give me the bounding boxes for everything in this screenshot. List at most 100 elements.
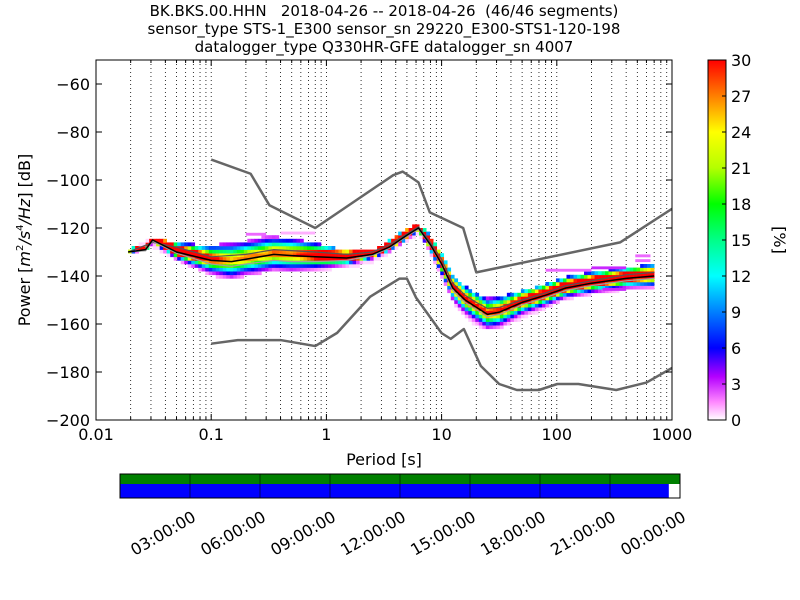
psd-bin	[464, 303, 469, 308]
psd-bin	[373, 256, 378, 261]
psd-bin	[299, 256, 304, 261]
psd-bin	[208, 246, 213, 250]
psd-bin	[384, 253, 388, 258]
psd-bin	[513, 318, 518, 322]
psd-bin	[513, 314, 518, 319]
psd-bin	[612, 267, 616, 272]
coverage-psd-strip	[120, 484, 669, 498]
psd-bin	[208, 256, 213, 261]
psd-bin	[306, 264, 311, 268]
psd-bin	[292, 260, 297, 265]
psd-bin	[587, 274, 592, 279]
psd-bin	[349, 256, 353, 261]
psd-bin	[510, 300, 515, 304]
psd-bin	[520, 303, 525, 308]
psd-bin	[236, 267, 241, 272]
psd-bin	[233, 249, 238, 254]
psd-bin	[496, 318, 501, 322]
psd-bin	[510, 303, 515, 308]
psd-bin	[296, 242, 301, 247]
psd-bin	[541, 292, 546, 297]
psd-bin	[545, 303, 550, 308]
colorbar-tick-label: 18	[731, 195, 751, 214]
psd-bin	[538, 285, 543, 290]
psd-bin	[573, 274, 578, 279]
psd-bin	[271, 260, 276, 265]
psd-bin	[170, 246, 175, 250]
psd-bin	[412, 235, 416, 240]
psd-bin	[527, 307, 532, 312]
psd-bin	[201, 267, 206, 272]
psd-bin	[429, 238, 434, 243]
psd-bin	[264, 260, 269, 265]
psd-bin	[622, 271, 627, 276]
psd-bin	[342, 264, 346, 268]
psd-bin	[633, 267, 637, 272]
psd-bin	[198, 249, 203, 254]
psd-bin	[643, 282, 648, 286]
psd-bin	[471, 292, 476, 297]
psd-bin	[229, 242, 234, 247]
psd-bin	[187, 246, 192, 250]
psd-bin	[534, 300, 539, 304]
psd-bin	[601, 285, 606, 290]
psd-bin	[296, 253, 301, 258]
psd-bin	[201, 264, 206, 268]
psd-bin	[215, 267, 220, 272]
coverage-time-label: 03:00:00	[127, 507, 199, 559]
psd-bin	[471, 310, 476, 315]
psd-bin	[194, 264, 199, 268]
psd-bin	[450, 296, 455, 301]
psd-bin	[475, 296, 480, 301]
psd-bin	[282, 238, 287, 243]
psd-bin	[324, 264, 329, 268]
psd-bin	[254, 267, 259, 272]
psd-bin	[619, 278, 623, 283]
psd-bin	[468, 292, 473, 297]
psd-bin	[517, 292, 522, 297]
psd-bin	[598, 278, 602, 283]
psd-bin	[619, 282, 623, 286]
psd-bin	[208, 260, 213, 265]
psd-bin	[636, 285, 641, 290]
psd-bin	[303, 260, 308, 265]
psd-bin	[250, 267, 255, 272]
y-tick-label: −140	[46, 267, 90, 286]
psd-bin	[496, 307, 501, 312]
y-tick-label: −180	[46, 363, 90, 382]
psd-bin	[457, 300, 462, 304]
psd-bin	[264, 264, 269, 268]
psd-bin	[475, 321, 480, 326]
psd-bin	[250, 260, 255, 265]
psd-bin	[598, 274, 602, 279]
psd-bin	[619, 271, 623, 276]
psd-bin	[531, 307, 536, 312]
psd-bin	[257, 264, 262, 268]
psd-bin	[464, 296, 469, 301]
psd-bin	[584, 274, 588, 279]
psd-bin	[461, 300, 466, 304]
psd-bin	[524, 310, 529, 315]
psd-bin	[261, 238, 266, 243]
psd-bin	[324, 253, 329, 258]
psd-bin	[619, 285, 623, 290]
psd-bin	[510, 292, 515, 297]
psd-bin	[510, 310, 515, 315]
psd-bin	[401, 231, 406, 236]
psd-bin	[205, 246, 210, 250]
psd-bin	[313, 242, 318, 247]
psd-outlier-bin	[245, 232, 267, 236]
psd-bin	[208, 267, 213, 272]
psd-bin	[605, 289, 609, 294]
psd-bin	[349, 249, 353, 254]
coverage-time-label: 12:00:00	[337, 507, 409, 559]
psd-bin	[601, 289, 606, 294]
psd-bin	[198, 246, 203, 250]
psd-bin	[569, 274, 574, 279]
psd-bin	[440, 256, 445, 261]
psd-bin	[289, 260, 294, 265]
psd-bin	[640, 264, 644, 268]
psd-bin	[643, 267, 648, 272]
psd-bin	[559, 282, 564, 286]
